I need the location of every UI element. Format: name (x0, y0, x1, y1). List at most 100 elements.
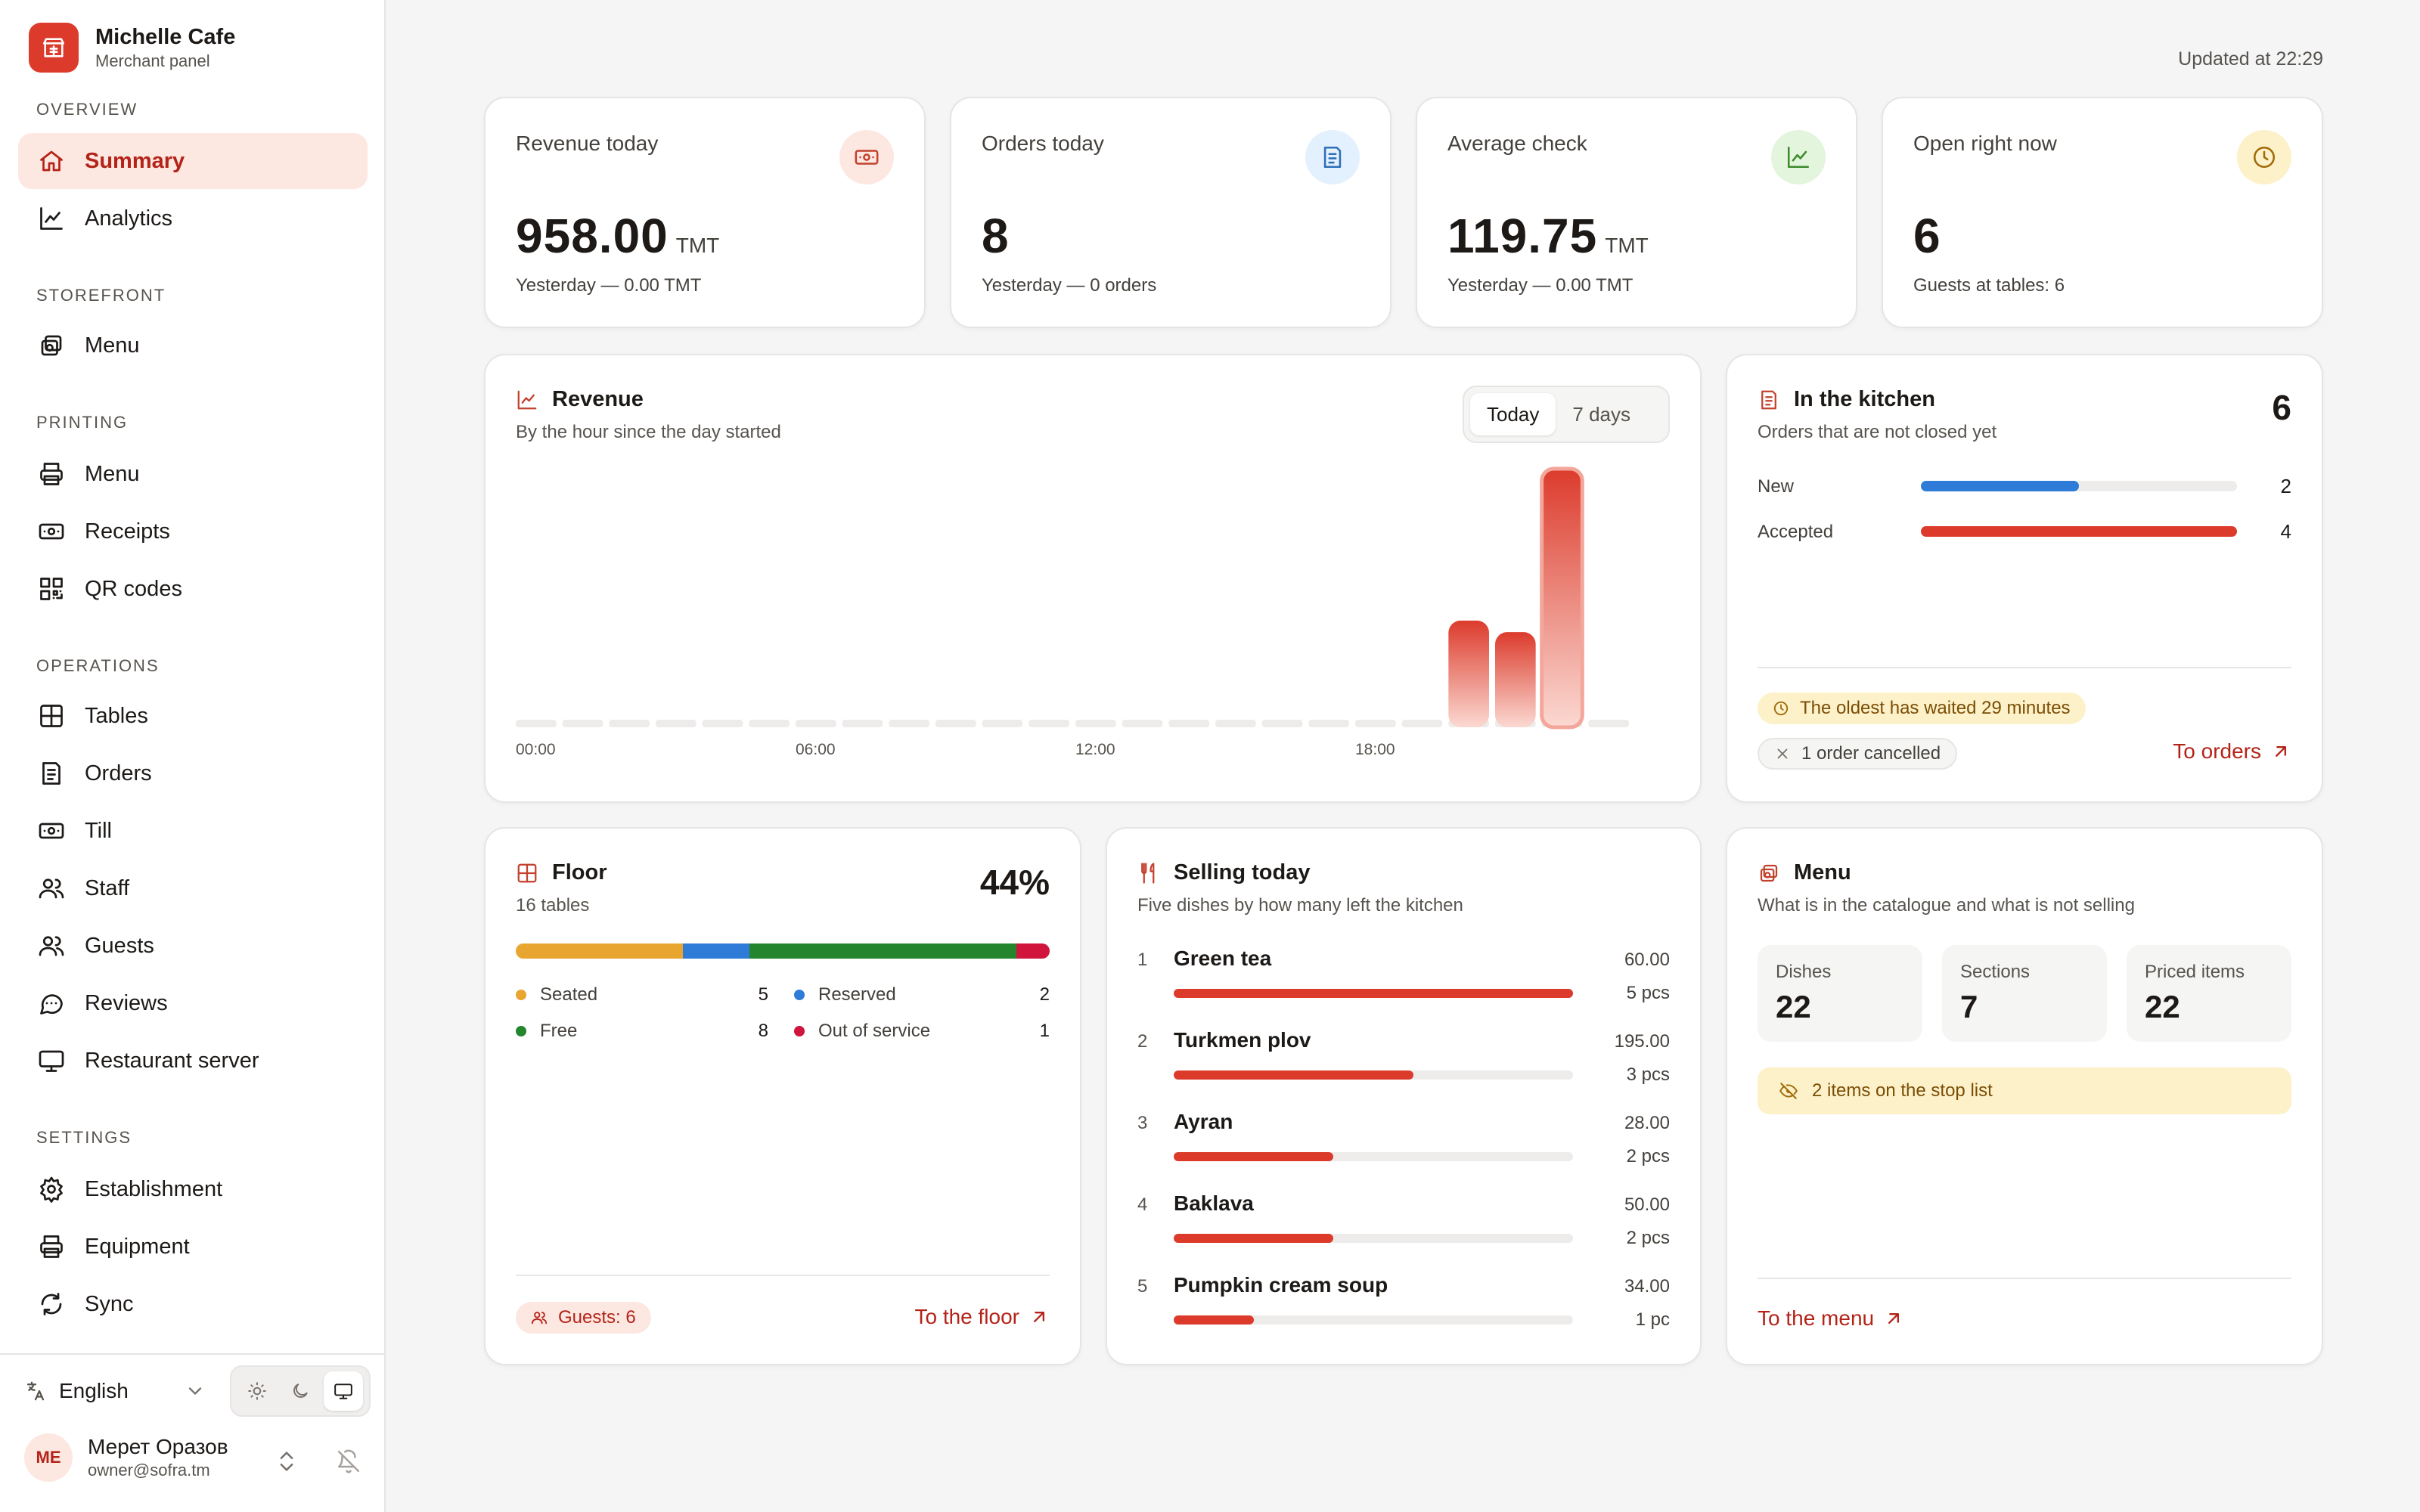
legend-dot (516, 1026, 526, 1036)
sidebar-item-till[interactable]: Till (18, 803, 368, 859)
sidebar-item-label: Reviews (85, 990, 168, 1015)
divider (1758, 667, 2291, 668)
chart-bar-track (1355, 720, 1396, 727)
kpi-unit: TMT (1605, 234, 1649, 257)
sun-icon (248, 1382, 267, 1400)
chart-bar-track (1308, 720, 1349, 727)
gear-icon (40, 1176, 63, 1203)
printer-icon (40, 1235, 63, 1258)
sidebar-item-menu[interactable]: Menu (18, 318, 368, 373)
theme-system-button[interactable] (323, 1371, 363, 1411)
theme-light-button[interactable] (237, 1371, 277, 1411)
cash-icon (39, 823, 64, 839)
selling-quantity: 2 pcs (1626, 1228, 1670, 1248)
brand[interactable]: Michelle Cafe Merchant panel (29, 23, 235, 73)
user-profile[interactable]: ME Мерет Оразов owner@sofra.tm (24, 1433, 228, 1482)
sidebar-item-reviews[interactable]: Reviews (18, 975, 368, 1031)
stat-priced-items: Priced items 22 (2127, 945, 2291, 1042)
sync-icon (41, 1293, 62, 1315)
kpi-sub: Yesterday — 0.00 TMT (1447, 275, 1634, 296)
chart-bar[interactable] (1448, 620, 1489, 727)
sidebar-item-label: Menu (85, 333, 140, 358)
section-label-settings: SETTINGS (36, 1128, 132, 1147)
language-value: English (59, 1379, 129, 1402)
chevrons-up-down-icon[interactable] (274, 1448, 299, 1474)
selling-bar-fill (1174, 1152, 1334, 1161)
sidebar-item-label: Analytics (85, 206, 173, 231)
legend-value: 1 (1039, 1021, 1050, 1041)
sidebar-item-summary[interactable]: Summary (18, 133, 368, 189)
kitchen-row-value: 2 (2280, 475, 2291, 497)
selling-dish-name: Ayran (1174, 1110, 1233, 1133)
selling-subtitle: Five dishes by how many left the kitchen (1137, 895, 1463, 916)
stat-sections: Sections 7 (1942, 945, 2107, 1042)
receipt-icon (1761, 390, 1776, 409)
sidebar-item-tables[interactable]: Tables (18, 688, 368, 744)
floor-segment (1016, 943, 1050, 959)
chart-bar-track (1588, 720, 1629, 727)
kpi-label: Open right now (1913, 132, 2057, 155)
message-icon (40, 994, 63, 1015)
kpi-label: Revenue today (516, 132, 659, 155)
floor-segment (682, 943, 749, 959)
section-label-storefront: STOREFRONT (36, 286, 166, 305)
sidebar-item-analytics[interactable]: Analytics (18, 191, 368, 246)
sidebar-item-equipment[interactable]: Equipment (18, 1219, 368, 1275)
menu-subtitle: What is in the catalogue and what is not… (1758, 895, 2135, 916)
selling-rank: 5 (1137, 1276, 1148, 1297)
sidebar-item-restaurant-server[interactable]: Restaurant server (18, 1033, 368, 1089)
sidebar-item-label: Establishment (85, 1176, 223, 1201)
tab-7-days[interactable]: 7 days (1572, 402, 1630, 426)
selling-dish-name: Green tea (1174, 947, 1272, 970)
selling-bar (1174, 1234, 1573, 1243)
sidebar-item-orders[interactable]: Orders (18, 745, 368, 801)
stoplist-notice[interactable]: 2 items on the stop list (1758, 1067, 2291, 1114)
chart-bar-track (935, 720, 976, 727)
stat-label: Priced items (2145, 962, 2245, 982)
kpi-card-orders: Orders today 8 Yesterday — 0 orders (950, 97, 1392, 328)
sidebar-item-staff[interactable]: Staff (18, 860, 368, 916)
guests-badge: Guests: 6 (516, 1302, 651, 1334)
tab-today[interactable]: Today (1470, 393, 1556, 435)
sidebar-item-print-menu[interactable]: Menu (18, 446, 368, 502)
to-menu-link[interactable]: To the menu (1758, 1306, 1904, 1331)
users-icon (531, 1312, 548, 1325)
sidebar-item-establishment[interactable]: Establishment (18, 1161, 368, 1217)
language-select[interactable]: English (24, 1374, 206, 1408)
floor-occupancy-bar (516, 943, 1050, 959)
banknote-icon (839, 130, 894, 184)
legend-dot (794, 1026, 805, 1036)
selling-bar (1174, 1070, 1573, 1080)
sidebar-item-label: Summary (85, 148, 185, 173)
sidebar-item-sync[interactable]: Sync (18, 1276, 368, 1332)
selling-card: Selling today Five dishes by how many le… (1106, 827, 1702, 1365)
divider (1758, 1278, 2291, 1279)
chart-bar[interactable] (1495, 632, 1536, 727)
bell-off-icon[interactable] (336, 1448, 361, 1474)
store-subtitle: Merchant panel (95, 51, 210, 70)
selling-dish-name: Turkmen plov (1174, 1028, 1311, 1052)
chart-bar-track (1215, 720, 1256, 727)
theme-dark-button[interactable] (281, 1371, 320, 1411)
monitor-icon (334, 1383, 352, 1399)
chart-bar[interactable] (1540, 466, 1584, 730)
to-floor-link[interactable]: To the floor (914, 1305, 1050, 1329)
sidebar-item-label: Orders (85, 761, 152, 785)
selling-bar-fill (1174, 989, 1573, 998)
sidebar-footer: English ME Мерет Оразов owner@sofra.tm (0, 1353, 386, 1512)
to-orders-link[interactable]: To orders (2173, 739, 2291, 764)
kpi-label: Orders today (982, 132, 1104, 155)
selling-rank: 3 (1137, 1113, 1148, 1133)
kpi-card-open-now: Open right now 6 Guests at tables: 6 (1882, 97, 2323, 328)
selling-amount: 60.00 (1624, 950, 1670, 970)
sidebar-item-receipts[interactable]: Receipts (18, 503, 368, 559)
legend-value: 8 (758, 1021, 768, 1041)
sidebar-item-qr-codes[interactable]: QR codes (18, 561, 368, 617)
table-grid-icon (517, 863, 537, 882)
user-name: Мерет Оразов (88, 1435, 228, 1458)
section-label-overview: OVERVIEW (36, 100, 138, 119)
sidebar-item-guests[interactable]: Guests (18, 918, 368, 974)
floor-occupancy-percent: 44% (979, 863, 1050, 902)
menu-title: Menu (1758, 860, 1851, 885)
kpi-sub: Guests at tables: 6 (1913, 275, 2065, 296)
